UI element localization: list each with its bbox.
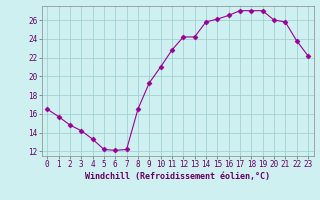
X-axis label: Windchill (Refroidissement éolien,°C): Windchill (Refroidissement éolien,°C) bbox=[85, 172, 270, 181]
